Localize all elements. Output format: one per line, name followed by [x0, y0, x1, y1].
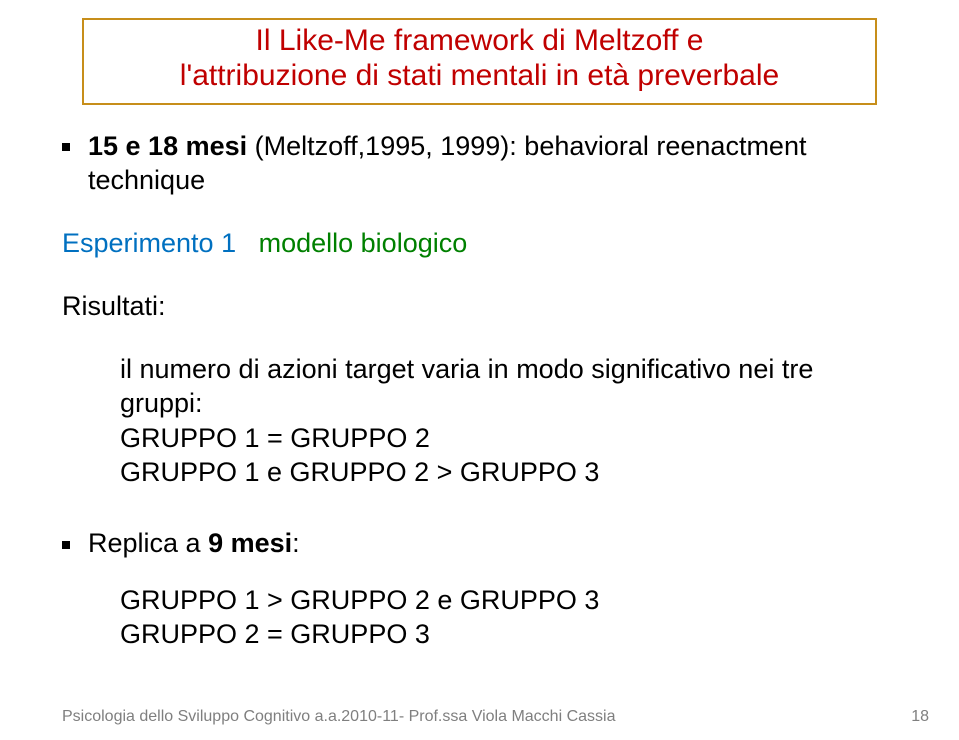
results-line-2: GRUPPO 1 = GRUPPO 2: [120, 421, 897, 456]
title-line-2: l'attribuzione di stati mentali in età p…: [84, 59, 875, 94]
replica-text: Replica a 9 mesi:: [88, 528, 300, 559]
replica-prefix: Replica a: [88, 528, 208, 558]
results-line-1: il numero di azioni target varia in modo…: [120, 352, 897, 421]
bullet-item-1: 15 e 18 mesi (Meltzoff,1995, 1999): beha…: [62, 130, 897, 198]
title-box: Il Like-Me framework di Meltzoff e l'att…: [82, 18, 877, 105]
footer-page-number: 18: [911, 708, 929, 726]
experiment-desc: modello biologico: [259, 228, 468, 258]
bullet-dot-icon: [62, 541, 70, 549]
replica-block: GRUPPO 1 > GRUPPO 2 e GRUPPO 3 GRUPPO 2 …: [120, 583, 897, 652]
bullet-1-text: 15 e 18 mesi (Meltzoff,1995, 1999): beha…: [88, 130, 897, 198]
replica-line-2: GRUPPO 2 = GRUPPO 3: [120, 617, 897, 652]
content-body: 15 e 18 mesi (Meltzoff,1995, 1999): beha…: [62, 130, 897, 652]
results-label: Risultati:: [62, 291, 897, 322]
bullet-1-bold: 15 e 18 mesi: [88, 131, 247, 161]
title-line-1: Il Like-Me framework di Meltzoff e: [84, 24, 875, 59]
replica-bold: 9 mesi: [208, 528, 292, 558]
footer-left: Psicologia dello Sviluppo Cognitivo a.a.…: [62, 708, 615, 726]
results-line-3: GRUPPO 1 e GRUPPO 2 > GRUPPO 3: [120, 455, 897, 490]
replica-line-1: GRUPPO 1 > GRUPPO 2 e GRUPPO 3: [120, 583, 897, 618]
bullet-dot-icon: [62, 143, 70, 151]
results-block: il numero di azioni target varia in modo…: [120, 352, 897, 490]
bullet-item-2: Replica a 9 mesi:: [62, 528, 897, 559]
experiment-line: Esperimento 1 modello biologico: [62, 228, 897, 259]
experiment-label: Esperimento 1: [62, 228, 236, 258]
replica-suffix: :: [292, 528, 300, 558]
footer: Psicologia dello Sviluppo Cognitivo a.a.…: [62, 708, 929, 726]
